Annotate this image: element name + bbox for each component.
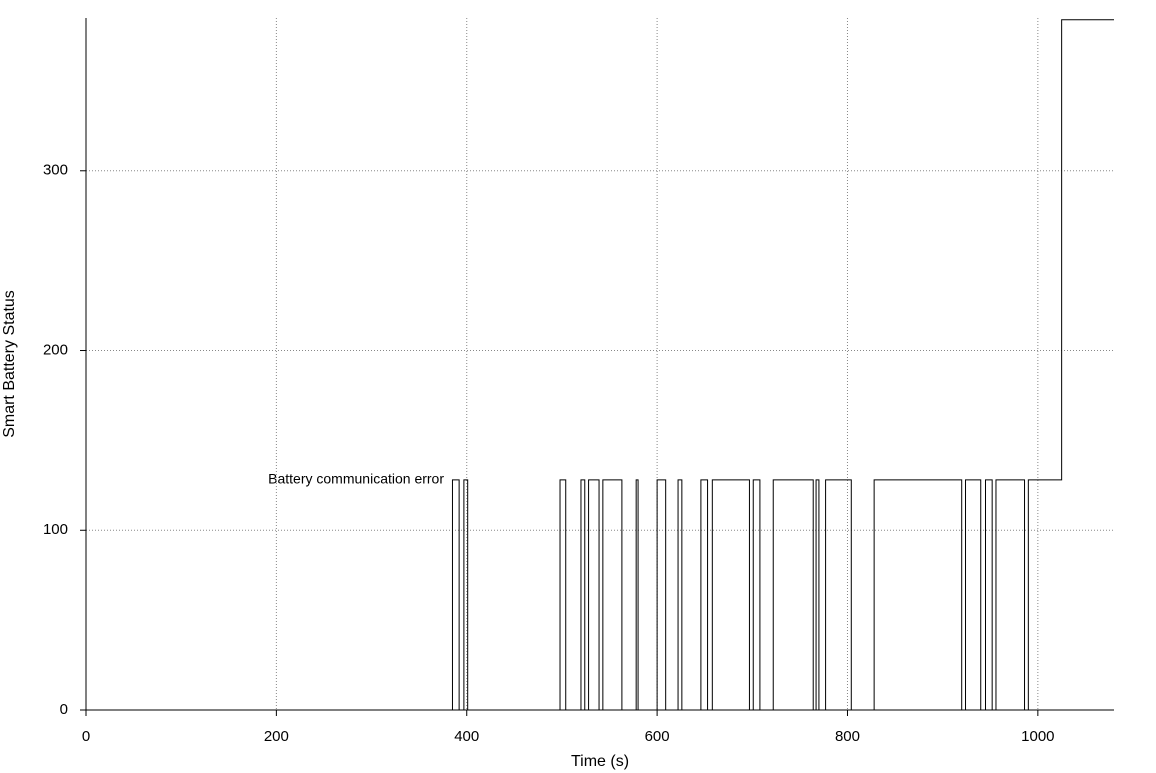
x-tick-label: 600 — [645, 728, 670, 745]
x-tick-label: 800 — [835, 728, 860, 745]
x-tick-label: 1000 — [1021, 728, 1054, 745]
y-axis-label: Smart Battery Status — [1, 290, 18, 438]
x-tick-label: 0 — [82, 728, 90, 745]
x-axis-label: Time (s) — [571, 753, 629, 770]
y-tick-label: 300 — [43, 162, 68, 179]
x-tick-label: 400 — [454, 728, 479, 745]
y-tick-label: 0 — [60, 701, 68, 718]
x-tick-label: 200 — [264, 728, 289, 745]
y-tick-label: 100 — [43, 521, 68, 538]
y-tick-label: 200 — [43, 341, 68, 358]
annotation: Battery communication error — [268, 471, 444, 487]
step-line — [86, 19, 1114, 711]
